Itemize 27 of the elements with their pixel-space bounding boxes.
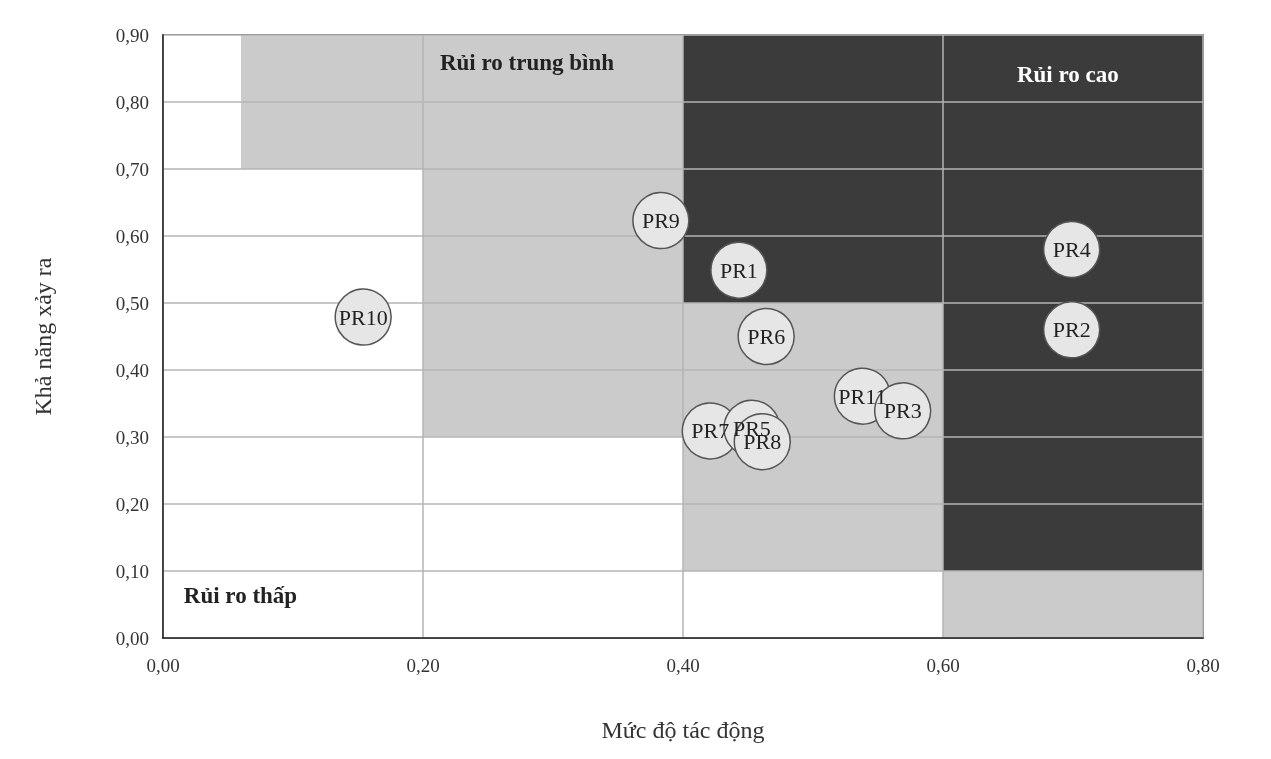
annotation: PR1 [719, 257, 758, 283]
annotation: PR3 [883, 398, 922, 424]
y-tick-label: 0,10 [115, 560, 149, 582]
x-tick-label: 0,60 [926, 655, 960, 676]
y-tick-label: 0,30 [115, 426, 149, 448]
x-tick-label: 0,40 [666, 655, 700, 676]
annotation: PR2 [1052, 317, 1091, 343]
y-tick-label: 0,80 [115, 91, 149, 113]
y-tick-label: 0,40 [115, 359, 149, 381]
annotation: PR9 [641, 208, 680, 234]
series-label: Rủi ro thấp [183, 583, 298, 609]
y-tick-label: 0,20 [115, 493, 149, 515]
x-tick-label: 0,80 [1186, 655, 1220, 676]
x-tick-label: 0,20 [406, 655, 440, 676]
y-tick-label: 0,50 [115, 292, 149, 314]
x-axis-title: Mức độ tác động [601, 717, 765, 743]
y-tick-label: 0,00 [115, 627, 149, 649]
y-axis-title: Khả năng xảy ra [30, 257, 56, 416]
y-tick-label: 0,90 [115, 24, 149, 46]
annotation: PR10 [338, 304, 388, 330]
y-tick-label: 0,60 [115, 225, 149, 247]
series-label: Rủi ro trung bình [439, 49, 615, 75]
y-tick-label: 0,70 [115, 158, 149, 180]
annotation: PR6 [747, 324, 786, 349]
annotation: PR4 [1052, 236, 1091, 262]
series-label: Rủi ro cao [1016, 61, 1119, 87]
x-tick-label: 0,00 [146, 655, 180, 676]
